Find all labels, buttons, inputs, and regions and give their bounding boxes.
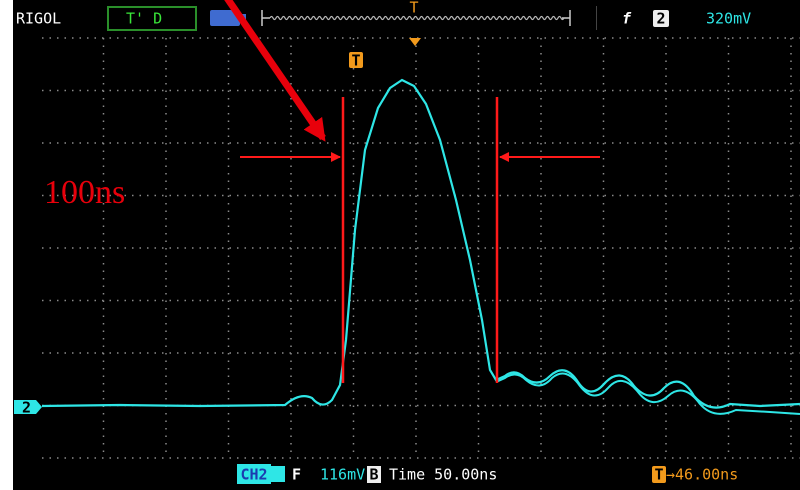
channel-label: CH2 [240, 466, 267, 484]
coupling: F [292, 466, 301, 484]
time-base: Time 50.00ns [389, 466, 497, 484]
trigger-offset: →46.00ns [666, 466, 738, 484]
bottom-bar: CH2 F 116mV B Time 50.00ns T →46.00ns [233, 460, 800, 490]
screen-background [13, 0, 800, 490]
memory-trigger-marker: T [409, 0, 418, 17]
volts-per-div: 116mV [320, 466, 365, 484]
oscilloscope-screen: RIGOL T' D T f 2 320mV T 2 100ns CH2 F 1… [0, 0, 800, 490]
bw-limit: B [369, 466, 378, 484]
trigger-icon: T [654, 466, 663, 484]
trigger-level: 320mV [706, 10, 751, 28]
channel-marker: 2 [22, 399, 31, 417]
trigger-slope: f [622, 10, 632, 28]
trigger-channel: 2 [656, 10, 665, 28]
brand: RIGOL [16, 10, 61, 28]
annotation-label: 100ns [44, 174, 125, 211]
separator [596, 6, 597, 30]
trigger-position: T [351, 52, 360, 70]
run-mode: T' D [126, 10, 162, 28]
coupling-icon [271, 466, 285, 482]
